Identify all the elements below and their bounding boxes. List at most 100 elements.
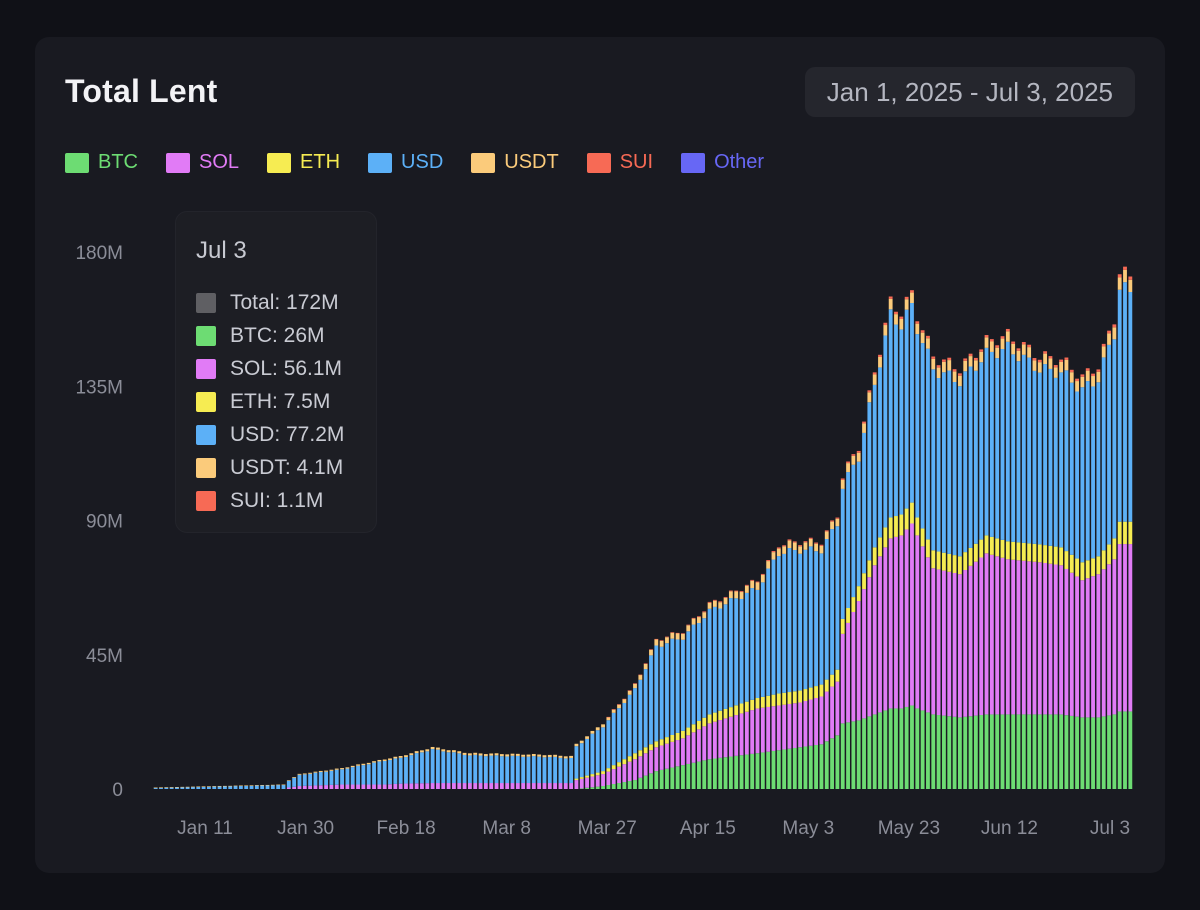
- bar-segment-sui[interactable]: [1021, 342, 1026, 345]
- bar-segment-sol[interactable]: [334, 784, 339, 789]
- bar-segment-sol[interactable]: [313, 785, 318, 789]
- bar-segment-usd[interactable]: [1032, 370, 1037, 544]
- bar-segment-usdt[interactable]: [574, 743, 579, 747]
- bar-segment-usdt[interactable]: [372, 761, 376, 763]
- bar-segment-usd[interactable]: [675, 639, 680, 733]
- bar-segment-sol[interactable]: [723, 718, 728, 758]
- bar-segment-eth[interactable]: [798, 690, 803, 703]
- bar-segment-sol[interactable]: [1043, 563, 1048, 715]
- bar-segment-eth[interactable]: [851, 597, 856, 612]
- bar-segment-sol[interactable]: [414, 783, 419, 789]
- bar-segment-usd[interactable]: [276, 784, 281, 789]
- bar-segment-sol[interactable]: [1107, 564, 1111, 716]
- bar-segment-btc[interactable]: [920, 710, 925, 789]
- bar-segment-sui[interactable]: [1032, 358, 1037, 361]
- bar-segment-usdt[interactable]: [244, 785, 249, 787]
- bar-segment-usdt[interactable]: [265, 784, 270, 786]
- bar-segment-btc[interactable]: [904, 706, 909, 789]
- bar-segment-sol[interactable]: [457, 783, 462, 789]
- bar-segment-sol[interactable]: [920, 546, 925, 711]
- bar-segment-usdt[interactable]: [904, 299, 909, 310]
- bar-segment-eth[interactable]: [963, 552, 968, 571]
- bar-segment-usdt[interactable]: [755, 582, 760, 590]
- bar-segment-usdt[interactable]: [760, 574, 765, 583]
- bar-segment-usd[interactable]: [254, 785, 259, 789]
- bar-segment-usdt[interactable]: [446, 750, 451, 753]
- bar-segment-usdt[interactable]: [654, 639, 659, 646]
- bar-segment-usdt[interactable]: [292, 777, 297, 778]
- bar-segment-eth[interactable]: [617, 762, 621, 767]
- bar-segment-usd[interactable]: [265, 785, 270, 789]
- bar-segment-sol[interactable]: [957, 574, 962, 718]
- bar-segment-sol[interactable]: [372, 784, 376, 789]
- bar-segment-usdt[interactable]: [606, 716, 611, 721]
- bar-segment-usd[interactable]: [638, 679, 643, 751]
- bar-segment-usdt[interactable]: [792, 542, 797, 551]
- bar-segment-sol[interactable]: [489, 783, 494, 789]
- bar-segment-usd[interactable]: [249, 785, 254, 789]
- bar-segment-usdt[interactable]: [1107, 333, 1111, 345]
- bar-segment-usd[interactable]: [894, 324, 898, 517]
- bar-segment-usdt[interactable]: [601, 724, 605, 728]
- bar-segment-sol[interactable]: [686, 735, 691, 764]
- bar-segment-sol[interactable]: [617, 766, 621, 784]
- bar-segment-btc[interactable]: [776, 750, 781, 789]
- bar-segment-eth[interactable]: [1091, 558, 1095, 577]
- bar-segment-usd[interactable]: [931, 369, 936, 551]
- bar-segment-sol[interactable]: [388, 784, 392, 789]
- bar-segment-usd[interactable]: [755, 589, 760, 699]
- bar-segment-usd[interactable]: [798, 553, 803, 691]
- bar-segment-sol[interactable]: [697, 729, 701, 762]
- bar-segment-btc[interactable]: [862, 718, 866, 789]
- bar-segment-btc[interactable]: [659, 769, 664, 789]
- bar-segment-sol[interactable]: [382, 784, 387, 789]
- bar-segment-usdt[interactable]: [782, 546, 787, 554]
- bar-segment-usd[interactable]: [489, 755, 494, 784]
- bar-segment-eth[interactable]: [942, 552, 946, 571]
- bar-segment-btc[interactable]: [989, 714, 994, 789]
- bar-segment-usdt[interactable]: [159, 787, 163, 788]
- bar-segment-usdt[interactable]: [217, 785, 222, 787]
- bar-segment-usdt[interactable]: [260, 784, 265, 786]
- bar-segment-eth[interactable]: [590, 774, 595, 777]
- bar-segment-usdt[interactable]: [467, 753, 472, 756]
- bar-segment-usd[interactable]: [851, 464, 856, 598]
- bar-segment-usdt[interactable]: [521, 754, 526, 757]
- bar-segment-usdt[interactable]: [579, 740, 584, 744]
- bar-segment-usd[interactable]: [366, 764, 371, 785]
- bar-segment-usd[interactable]: [228, 786, 233, 789]
- bar-segment-sui[interactable]: [1005, 328, 1010, 332]
- bar-segment-usd[interactable]: [452, 752, 456, 784]
- bar-segment-sui[interactable]: [867, 390, 872, 393]
- bar-segment-usdt[interactable]: [526, 754, 531, 757]
- bar-segment-usd[interactable]: [787, 548, 792, 693]
- bar-segment-sui[interactable]: [665, 636, 669, 638]
- bar-segment-usdt[interactable]: [840, 479, 845, 489]
- bar-segment-sol[interactable]: [771, 706, 776, 751]
- bar-segment-usd[interactable]: [585, 738, 589, 776]
- bar-segment-eth[interactable]: [665, 737, 669, 744]
- bar-segment-usdt[interactable]: [499, 754, 504, 757]
- bar-segment-sol[interactable]: [361, 784, 366, 789]
- bar-segment-usdt[interactable]: [388, 758, 392, 761]
- bar-segment-usdt[interactable]: [830, 521, 834, 530]
- bar-segment-sui[interactable]: [702, 611, 707, 613]
- bar-segment-usdt[interactable]: [452, 750, 456, 753]
- bar-segment-eth[interactable]: [606, 768, 611, 772]
- bar-segment-sui[interactable]: [899, 316, 904, 319]
- bar-segment-usd[interactable]: [510, 755, 515, 784]
- bar-segment-usdt[interactable]: [595, 727, 600, 731]
- bar-segment-eth[interactable]: [894, 516, 898, 537]
- bar-segment-sui[interactable]: [723, 596, 728, 598]
- bar-segment-btc[interactable]: [968, 716, 973, 789]
- bar-segment-btc[interactable]: [697, 761, 701, 789]
- bar-segment-sui[interactable]: [1123, 266, 1127, 270]
- bar-segment-sui[interactable]: [792, 541, 797, 543]
- bar-segment-sol[interactable]: [973, 561, 978, 716]
- bar-segment-btc[interactable]: [910, 705, 914, 789]
- bar-segment-usd[interactable]: [1128, 292, 1133, 522]
- bar-segment-usd[interactable]: [995, 358, 1000, 539]
- bar-segment-eth[interactable]: [675, 732, 680, 741]
- bar-segment-sol[interactable]: [345, 784, 350, 789]
- bar-segment-usdt[interactable]: [851, 455, 856, 465]
